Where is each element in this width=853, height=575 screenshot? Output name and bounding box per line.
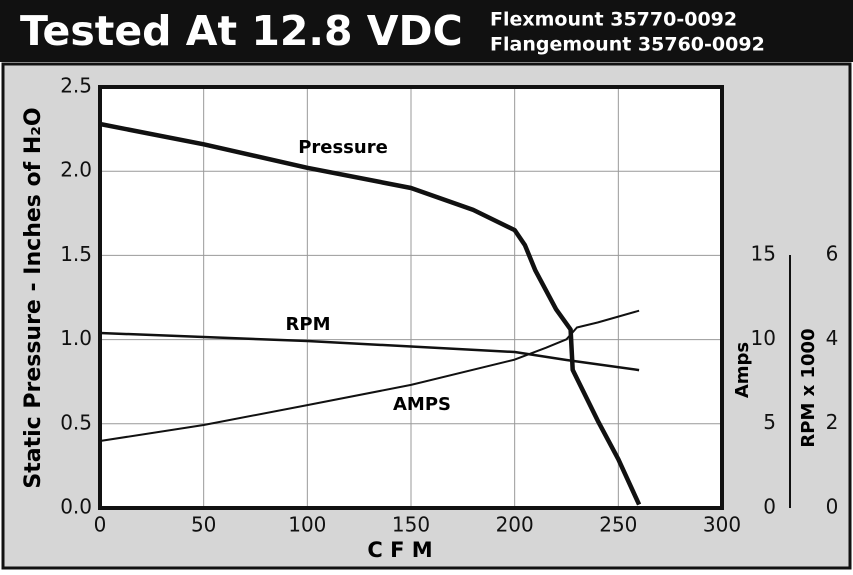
header-bar [0, 0, 853, 62]
series-label: RPM [286, 314, 331, 335]
y2-tick-label: 15 [751, 242, 776, 266]
x-tick-label: 200 [496, 513, 534, 537]
y2-tick-label: 10 [751, 326, 776, 350]
y3-tick-label: 6 [826, 242, 839, 266]
series-label: Pressure [298, 137, 388, 158]
x-tick-label: 50 [191, 513, 216, 537]
chart-title: Tested At 12.8 VDC [20, 7, 463, 55]
y-tick-label: 0.5 [60, 410, 92, 434]
y-tick-label: 2.5 [60, 74, 92, 98]
series-label: AMPS [393, 394, 451, 415]
x-tick-label: 300 [703, 513, 741, 537]
x-tick-label: 0 [94, 513, 107, 537]
y-tick-label: 1.5 [60, 242, 92, 266]
series-line [99, 331, 640, 372]
y-axis-label: Static Pressure - Inches of H₂O [21, 107, 46, 488]
y2-tick-label: 0 [763, 495, 776, 519]
x-axis-label: C F M [367, 538, 432, 562]
chart-subtitle: Flexmount 35770-0092 [490, 9, 737, 31]
x-tick-label: 150 [392, 513, 430, 537]
series-line [99, 121, 642, 506]
x-tick-label: 100 [288, 513, 326, 537]
y2-axis-label: Amps [732, 342, 753, 398]
series-line [99, 309, 640, 442]
x-tick-label: 250 [599, 513, 637, 537]
plot-frame [98, 85, 724, 510]
y-tick-label: 2.0 [60, 158, 92, 182]
y3-tick-label: 2 [826, 410, 839, 434]
y3-axis-label: RPM x 1000 [798, 328, 819, 447]
y3-tick-label: 4 [826, 326, 839, 350]
chart-subtitle: Flangemount 35760-0092 [490, 34, 765, 56]
y-tick-label: 0.0 [60, 495, 92, 519]
y-tick-label: 1.0 [60, 326, 92, 350]
y3-tick-label: 0 [826, 495, 839, 519]
y2-tick-label: 5 [763, 410, 776, 434]
